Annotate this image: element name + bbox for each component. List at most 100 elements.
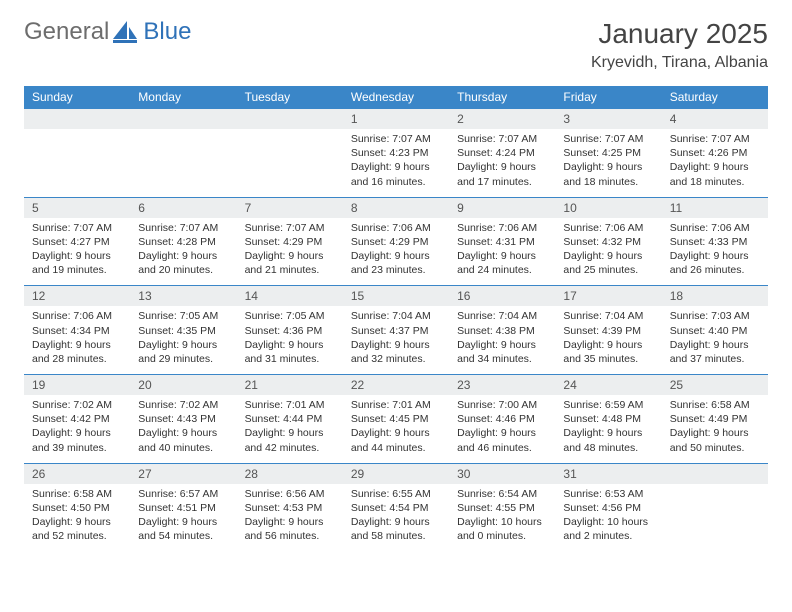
day-detail-row: Sunrise: 6:58 AMSunset: 4:50 PMDaylight:…	[24, 484, 768, 552]
daylight-line: Daylight: 9 hours and 19 minutes.	[32, 249, 122, 277]
sunrise-line: Sunrise: 7:07 AM	[32, 221, 122, 235]
sunrise-line: Sunrise: 7:07 AM	[245, 221, 335, 235]
daylight-line: Daylight: 9 hours and 32 minutes.	[351, 338, 441, 366]
day-detail-row: Sunrise: 7:07 AMSunset: 4:27 PMDaylight:…	[24, 218, 768, 286]
day-number-cell: 4	[662, 109, 768, 130]
day-number-cell: 28	[237, 463, 343, 484]
day-detail-cell: Sunrise: 7:01 AMSunset: 4:45 PMDaylight:…	[343, 395, 449, 463]
sunrise-line: Sunrise: 6:58 AM	[670, 398, 760, 412]
day-detail-cell: Sunrise: 7:07 AMSunset: 4:25 PMDaylight:…	[555, 129, 661, 197]
daylight-line: Daylight: 9 hours and 39 minutes.	[32, 426, 122, 454]
month-title: January 2025	[591, 18, 768, 50]
day-number-row: 12131415161718	[24, 286, 768, 307]
day-number-cell: 6	[130, 197, 236, 218]
daylight-line: Daylight: 9 hours and 54 minutes.	[138, 515, 228, 543]
sunrise-line: Sunrise: 7:05 AM	[245, 309, 335, 323]
day-number-cell: 17	[555, 286, 661, 307]
day-number-cell: 27	[130, 463, 236, 484]
day-number-row: 19202122232425	[24, 375, 768, 396]
sunset-line: Sunset: 4:31 PM	[457, 235, 547, 249]
day-detail-cell: Sunrise: 6:58 AMSunset: 4:49 PMDaylight:…	[662, 395, 768, 463]
sunrise-line: Sunrise: 7:04 AM	[351, 309, 441, 323]
day-detail-cell	[237, 129, 343, 197]
sunset-line: Sunset: 4:45 PM	[351, 412, 441, 426]
day-detail-cell	[24, 129, 130, 197]
daylight-line: Daylight: 9 hours and 17 minutes.	[457, 160, 547, 188]
sunset-line: Sunset: 4:53 PM	[245, 501, 335, 515]
weekday-header: Wednesday	[343, 86, 449, 109]
sunrise-line: Sunrise: 7:01 AM	[351, 398, 441, 412]
brand-text-blue: Blue	[143, 18, 191, 46]
day-detail-cell: Sunrise: 7:06 AMSunset: 4:34 PMDaylight:…	[24, 306, 130, 374]
day-detail-cell: Sunrise: 7:01 AMSunset: 4:44 PMDaylight:…	[237, 395, 343, 463]
sunset-line: Sunset: 4:25 PM	[563, 146, 653, 160]
sunset-line: Sunset: 4:29 PM	[245, 235, 335, 249]
day-detail-cell: Sunrise: 7:00 AMSunset: 4:46 PMDaylight:…	[449, 395, 555, 463]
day-number-cell: 2	[449, 109, 555, 130]
weekday-header: Saturday	[662, 86, 768, 109]
day-number-cell: 24	[555, 375, 661, 396]
weekday-header: Tuesday	[237, 86, 343, 109]
weekday-header: Monday	[130, 86, 236, 109]
weekday-header: Sunday	[24, 86, 130, 109]
day-detail-cell: Sunrise: 7:03 AMSunset: 4:40 PMDaylight:…	[662, 306, 768, 374]
sunset-line: Sunset: 4:43 PM	[138, 412, 228, 426]
day-number-row: 262728293031	[24, 463, 768, 484]
day-detail-cell: Sunrise: 7:06 AMSunset: 4:31 PMDaylight:…	[449, 218, 555, 286]
sunset-line: Sunset: 4:23 PM	[351, 146, 441, 160]
sunrise-line: Sunrise: 7:04 AM	[563, 309, 653, 323]
sunrise-line: Sunrise: 7:06 AM	[457, 221, 547, 235]
day-number-cell: 29	[343, 463, 449, 484]
daylight-line: Daylight: 9 hours and 44 minutes.	[351, 426, 441, 454]
daylight-line: Daylight: 9 hours and 16 minutes.	[351, 160, 441, 188]
sunrise-line: Sunrise: 7:06 AM	[670, 221, 760, 235]
day-detail-cell: Sunrise: 7:06 AMSunset: 4:29 PMDaylight:…	[343, 218, 449, 286]
sunrise-line: Sunrise: 6:59 AM	[563, 398, 653, 412]
sunset-line: Sunset: 4:24 PM	[457, 146, 547, 160]
sunrise-line: Sunrise: 6:54 AM	[457, 487, 547, 501]
day-number-cell: 1	[343, 109, 449, 130]
day-number-cell: 30	[449, 463, 555, 484]
day-number-row: 1234	[24, 109, 768, 130]
weekday-header-row: Sunday Monday Tuesday Wednesday Thursday…	[24, 86, 768, 109]
sunrise-line: Sunrise: 7:06 AM	[563, 221, 653, 235]
sunrise-line: Sunrise: 7:00 AM	[457, 398, 547, 412]
sunrise-line: Sunrise: 6:55 AM	[351, 487, 441, 501]
sunset-line: Sunset: 4:40 PM	[670, 324, 760, 338]
day-number-cell: 5	[24, 197, 130, 218]
day-number-cell: 7	[237, 197, 343, 218]
sunset-line: Sunset: 4:37 PM	[351, 324, 441, 338]
sunset-line: Sunset: 4:44 PM	[245, 412, 335, 426]
sunrise-line: Sunrise: 7:03 AM	[670, 309, 760, 323]
day-number-cell: 9	[449, 197, 555, 218]
daylight-line: Daylight: 9 hours and 37 minutes.	[670, 338, 760, 366]
sunrise-line: Sunrise: 7:06 AM	[351, 221, 441, 235]
sunrise-line: Sunrise: 7:07 AM	[138, 221, 228, 235]
sunrise-line: Sunrise: 6:57 AM	[138, 487, 228, 501]
day-detail-cell: Sunrise: 7:07 AMSunset: 4:24 PMDaylight:…	[449, 129, 555, 197]
sunset-line: Sunset: 4:32 PM	[563, 235, 653, 249]
sunrise-line: Sunrise: 6:53 AM	[563, 487, 653, 501]
day-detail-cell: Sunrise: 6:53 AMSunset: 4:56 PMDaylight:…	[555, 484, 661, 552]
day-detail-cell: Sunrise: 7:05 AMSunset: 4:35 PMDaylight:…	[130, 306, 236, 374]
day-detail-cell: Sunrise: 7:07 AMSunset: 4:27 PMDaylight:…	[24, 218, 130, 286]
sunrise-line: Sunrise: 7:07 AM	[670, 132, 760, 146]
daylight-line: Daylight: 9 hours and 24 minutes.	[457, 249, 547, 277]
day-number-cell: 20	[130, 375, 236, 396]
day-detail-cell: Sunrise: 6:58 AMSunset: 4:50 PMDaylight:…	[24, 484, 130, 552]
daylight-line: Daylight: 10 hours and 2 minutes.	[563, 515, 653, 543]
sunset-line: Sunset: 4:38 PM	[457, 324, 547, 338]
day-detail-cell	[130, 129, 236, 197]
day-number-cell	[662, 463, 768, 484]
day-number-cell: 10	[555, 197, 661, 218]
day-number-row: 567891011	[24, 197, 768, 218]
day-number-cell: 8	[343, 197, 449, 218]
day-number-cell: 21	[237, 375, 343, 396]
calendar-table: Sunday Monday Tuesday Wednesday Thursday…	[24, 86, 768, 551]
sunrise-line: Sunrise: 7:01 AM	[245, 398, 335, 412]
day-detail-cell: Sunrise: 7:07 AMSunset: 4:23 PMDaylight:…	[343, 129, 449, 197]
daylight-line: Daylight: 9 hours and 20 minutes.	[138, 249, 228, 277]
day-number-cell: 11	[662, 197, 768, 218]
daylight-line: Daylight: 9 hours and 25 minutes.	[563, 249, 653, 277]
daylight-line: Daylight: 9 hours and 23 minutes.	[351, 249, 441, 277]
